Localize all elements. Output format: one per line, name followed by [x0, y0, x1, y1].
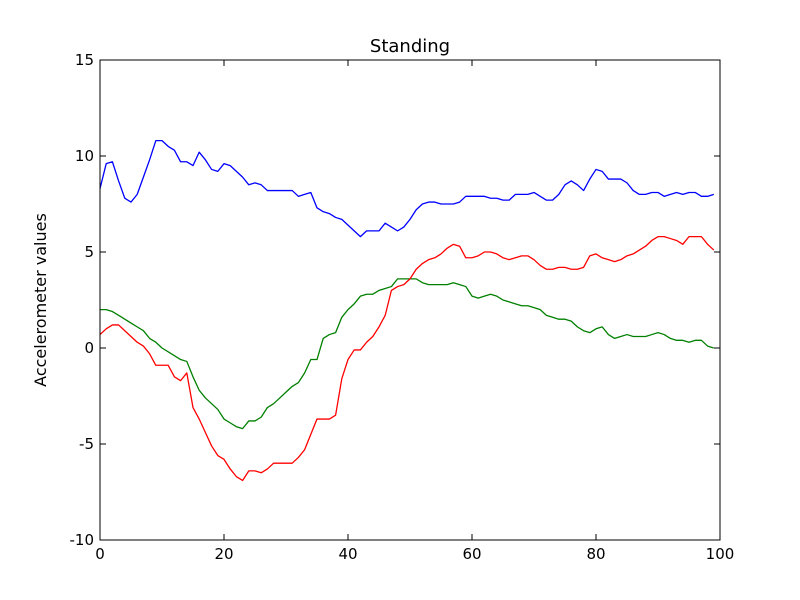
y-tick-label: 5 — [84, 243, 94, 261]
x-tick-label: 80 — [586, 545, 605, 563]
series-line-2 — [100, 278, 714, 430]
plot-frame — [99, 59, 721, 541]
y-tick-label: -5 — [79, 435, 94, 453]
y-tick-label: 10 — [75, 147, 94, 165]
series-group — [99, 139, 715, 482]
x-tick-label: 60 — [462, 545, 481, 563]
y-axis-label: Accelerometer values — [31, 213, 50, 387]
x-axis-ticks: 0 20 40 60 80 100 — [95, 60, 734, 563]
x-tick-label: 0 — [95, 545, 105, 563]
y-axis-ticks: -10 -5 0 5 10 15 — [70, 51, 720, 549]
x-tick-label: 100 — [706, 545, 735, 563]
x-tick-label: 20 — [214, 545, 233, 563]
series-line-3 — [99, 235, 715, 482]
series-line-1 — [99, 139, 714, 238]
y-tick-label: 15 — [75, 51, 94, 69]
chart-title: Standing — [370, 36, 450, 57]
y-tick-label: 0 — [84, 339, 94, 357]
y-tick-label: -10 — [70, 531, 95, 549]
x-tick-label: 40 — [338, 545, 357, 563]
